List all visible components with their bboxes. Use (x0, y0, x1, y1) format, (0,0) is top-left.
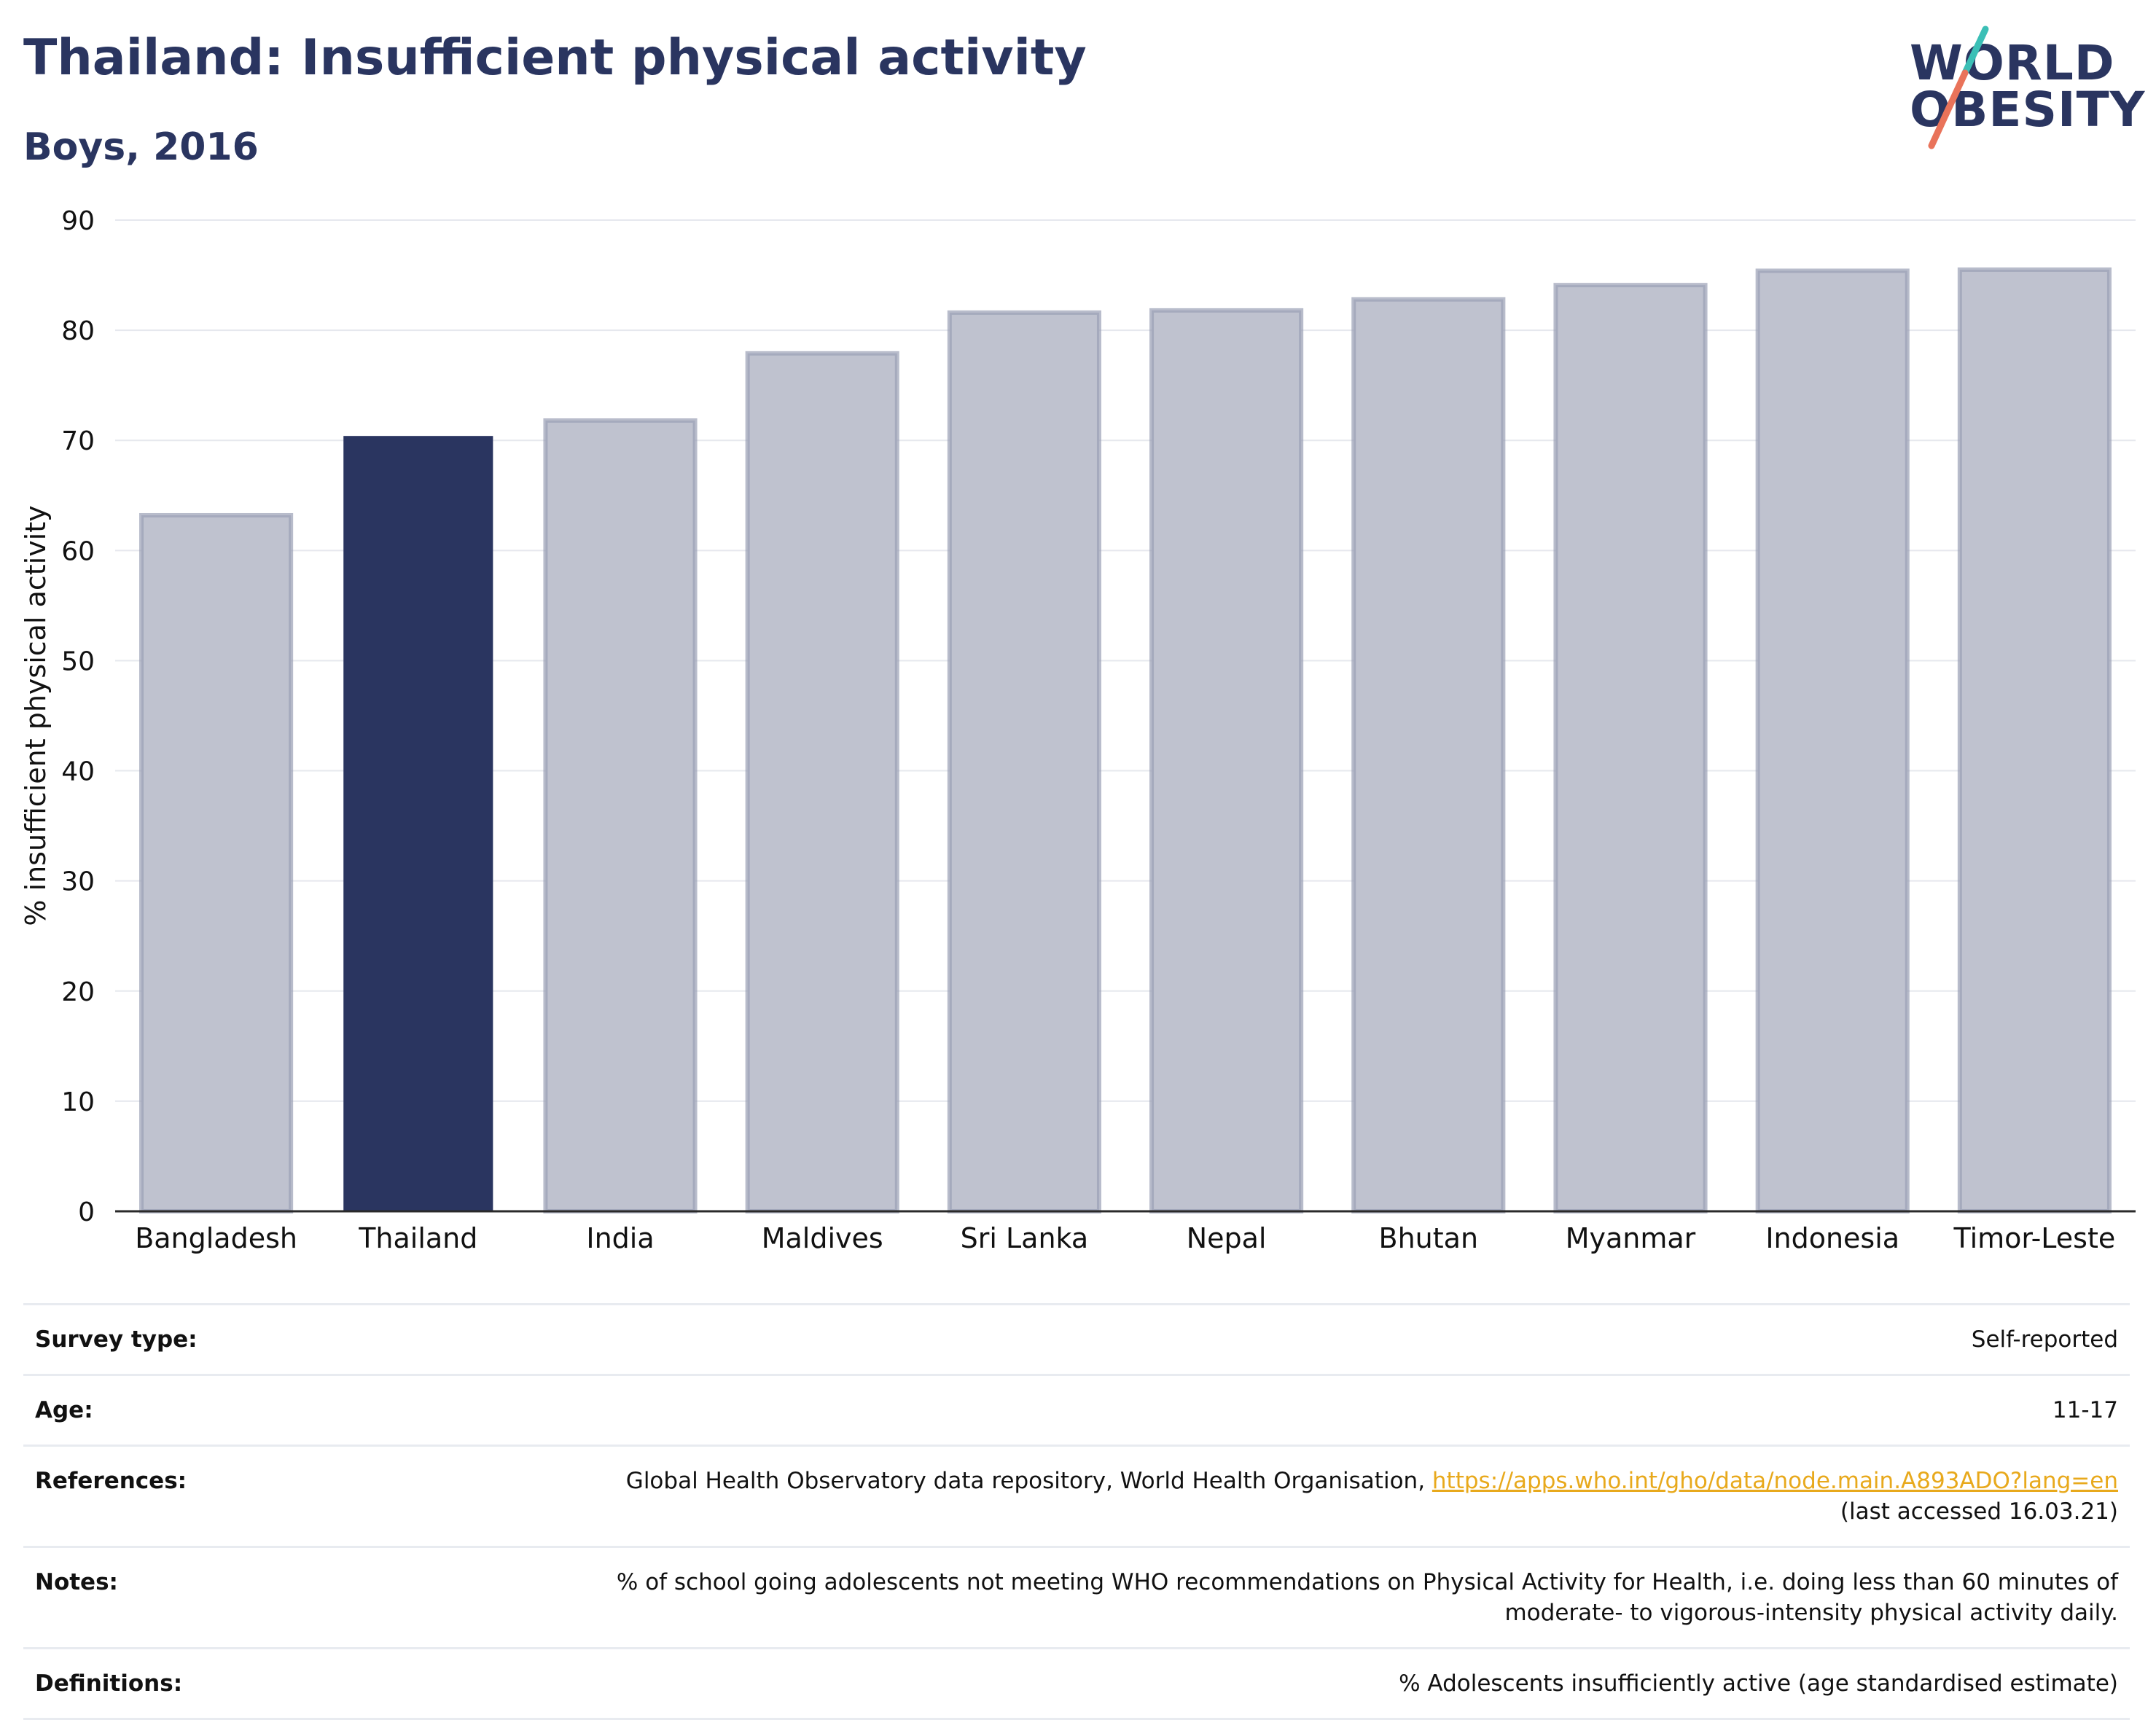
bar-maldives (745, 351, 899, 1213)
age-label: Age: (35, 1397, 93, 1423)
x-tick-label: Maldives (762, 1222, 883, 1254)
info-row-definitions: Definitions: % Adolescents insufficientl… (23, 1648, 2130, 1719)
info-row-age: Age: 11-17 (23, 1375, 2130, 1446)
page-title: Thailand: Insufficient physical activity (23, 29, 1087, 87)
survey-type-label: Survey type: (35, 1326, 198, 1353)
bar-myanmar (1553, 283, 1708, 1214)
y-tick-label: 30 (61, 867, 95, 897)
y-axis-label: % insufficient physical activity (20, 505, 52, 926)
definitions-value: % Adolescents insufficiently active (age… (1399, 1670, 2118, 1697)
info-row-references: References: Global Health Observatory da… (23, 1445, 2130, 1547)
bar-thailand (343, 436, 493, 1211)
definitions-label: Definitions: (35, 1670, 183, 1697)
y-tick-label: 80 (61, 316, 95, 346)
bars (139, 267, 2112, 1214)
x-tick-label: Bangladesh (135, 1222, 297, 1254)
bar-indonesia (1755, 268, 1910, 1213)
y-tick-label: 60 (61, 536, 95, 566)
y-tick-label: 0 (78, 1197, 95, 1227)
age-value: 11-17 (2052, 1397, 2118, 1423)
notes-line-1: % of school going adolescents not meetin… (616, 1569, 2118, 1595)
references-link[interactable]: https://apps.who.int/gho/data/node.main.… (1432, 1468, 2118, 1494)
x-tick-label: India (586, 1222, 654, 1254)
notes-value: % of school going adolescents not meetin… (265, 1547, 2130, 1649)
y-tick-label: 70 (61, 426, 95, 456)
bar-timor-leste (1957, 267, 2112, 1213)
y-tick-label: 40 (61, 757, 95, 787)
notes-label: Notes: (35, 1569, 118, 1595)
logo-slash-icon (1928, 26, 1989, 149)
x-tick-label: Indonesia (1765, 1222, 1899, 1254)
bar-bhutan (1351, 297, 1506, 1213)
x-tick-label: Myanmar (1566, 1222, 1696, 1254)
references-label: References: (35, 1468, 187, 1494)
bar-sri-lanka (947, 310, 1101, 1213)
info-table: Survey type: Self-reported Age: 11-17 Re… (23, 1303, 2130, 1720)
y-tick-label: 20 (61, 977, 95, 1007)
bar-chart: 0 10 20 30 40 50 60 70 80 90 Bangladesh Thailand Ind… (20, 206, 2136, 1254)
bar-bangladesh (139, 512, 294, 1213)
x-tick-label: Thailand (358, 1222, 477, 1254)
references-accessed: (last accessed 16.03.21) (1840, 1498, 2118, 1525)
info-row-notes: Notes: % of school going adolescents not… (23, 1547, 2130, 1649)
x-tick-label: Timor-Leste (1953, 1222, 2116, 1254)
notes-line-2: moderate- to vigorous-intensity physical… (1504, 1600, 2118, 1626)
info-row-survey-type: Survey type: Self-reported (23, 1304, 2130, 1375)
axes: 0 10 20 30 40 50 60 70 80 90 Bangladesh Thailand Ind… (61, 206, 2136, 1254)
x-tick-label: Bhutan (1379, 1222, 1479, 1254)
references-text: Global Health Observatory data repositor… (625, 1468, 1432, 1494)
x-tick-label: Nepal (1187, 1222, 1267, 1254)
y-tick-label: 50 (61, 646, 95, 676)
references-value: Global Health Observatory data repositor… (265, 1446, 2130, 1547)
page-subtitle: Boys, 2016 (23, 125, 259, 169)
survey-type-value: Self-reported (1971, 1326, 2118, 1353)
y-tick-label: 10 (61, 1087, 95, 1117)
bar-nepal (1149, 308, 1304, 1213)
world-obesity-logo: WORLD OBESITY (1895, 22, 2144, 153)
y-tick-label: 90 (61, 206, 95, 236)
logo-text-world: WORLD (1910, 35, 2115, 91)
bar-india (543, 418, 698, 1213)
x-tick-label: Sri Lanka (961, 1222, 1089, 1254)
